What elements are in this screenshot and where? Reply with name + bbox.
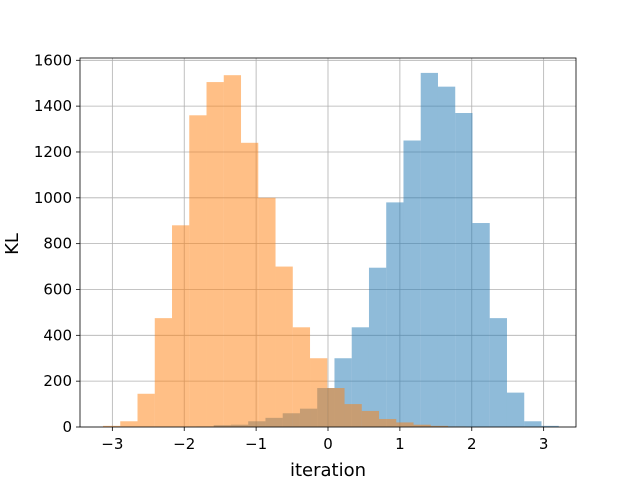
- y-tick-label: 600: [43, 280, 72, 298]
- histogram-bar-series-2: [310, 358, 327, 427]
- histogram-bar-series-2: [224, 75, 241, 427]
- x-tick-label: 3: [539, 435, 549, 453]
- histogram-bar-series-2: [207, 82, 224, 427]
- histogram-bar-series-2: [345, 404, 362, 427]
- histogram-bar-series-2: [327, 388, 344, 427]
- histogram-bar-series-1: [490, 318, 507, 427]
- y-axis-label: KL: [2, 233, 23, 255]
- histogram-bar-series-1: [455, 113, 472, 427]
- y-tick-label: 1200: [34, 143, 72, 161]
- y-tick-label: 1400: [34, 97, 72, 115]
- histogram-bar-series-2: [155, 318, 172, 427]
- histogram-bar-series-2: [189, 115, 206, 427]
- x-tick-label: 2: [467, 435, 477, 453]
- histogram-bar-series-1: [438, 87, 455, 427]
- x-tick-label: 0: [323, 435, 333, 453]
- x-tick-label: 1: [395, 435, 405, 453]
- histogram-bar-series-1: [421, 73, 438, 427]
- histogram-bar-series-2: [258, 198, 275, 427]
- y-tick-label: 200: [43, 372, 72, 390]
- histogram-bar-series-1: [524, 421, 541, 427]
- histogram-bar-series-1: [369, 268, 386, 427]
- histogram-bar-series-2: [276, 267, 293, 427]
- y-tick-label: 0: [62, 418, 72, 436]
- histogram-bar-series-1: [403, 141, 420, 427]
- histogram-bar-series-2: [379, 419, 396, 427]
- x-tick-label: −3: [101, 435, 123, 453]
- histogram-bar-series-1: [507, 393, 524, 427]
- histogram-bar-series-2: [241, 143, 258, 427]
- histogram-bar-series-2: [120, 421, 137, 427]
- y-tick-label: 1000: [34, 189, 72, 207]
- y-tick-label: 800: [43, 235, 72, 253]
- y-tick-label: 400: [43, 326, 72, 344]
- histogram-bar-series-2: [362, 411, 379, 427]
- histogram-bar-series-2: [172, 225, 189, 427]
- histogram-bar-series-2: [293, 327, 310, 427]
- histogram-bar-series-1: [472, 223, 489, 427]
- histogram-bar-series-2: [138, 394, 155, 427]
- x-tick-label: −1: [245, 435, 267, 453]
- x-axis-label: iteration: [290, 460, 366, 480]
- bars-layer: [103, 73, 559, 427]
- y-tick-label: 1600: [34, 51, 72, 69]
- histogram-bar-series-1: [386, 202, 403, 427]
- x-tick-label: −2: [173, 435, 195, 453]
- histogram-bar-series-2: [396, 422, 413, 427]
